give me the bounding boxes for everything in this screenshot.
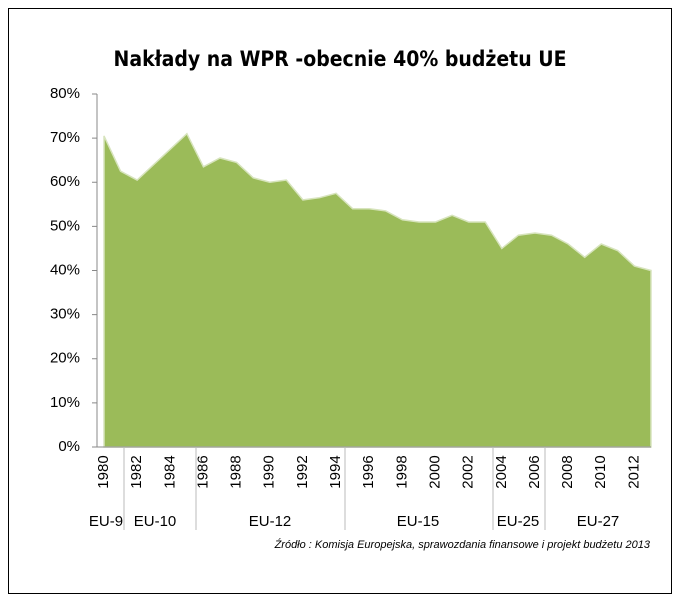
x-tick-label: 2012	[625, 455, 642, 488]
frame	[8, 8, 672, 594]
x-tick-label: 1984	[161, 455, 178, 488]
x-tick-label: 1982	[128, 455, 145, 488]
y-tick-label: 40%	[50, 261, 80, 278]
y-tick-label: 30%	[50, 306, 80, 323]
x-tick-label: 2006	[526, 455, 543, 488]
group-label: EU-9	[89, 513, 123, 530]
group-label: EU-12	[249, 513, 292, 530]
group-label: EU-15	[397, 513, 440, 530]
x-tick-label: 1988	[228, 455, 245, 488]
y-tick-label: 0%	[58, 438, 80, 455]
x-tick-label: 2000	[426, 455, 443, 488]
y-tick-label: 60%	[50, 173, 80, 190]
chart-title: Nakłady na WPR -obecnie 40% budżetu UE	[114, 47, 567, 71]
x-tick-label: 2010	[592, 455, 609, 488]
x-tick-label: 1994	[327, 455, 344, 488]
x-tick-label: 2008	[559, 455, 576, 488]
x-tick-label: 1998	[393, 455, 410, 488]
group-label: EU-27	[577, 513, 620, 530]
area	[103, 132, 652, 448]
group-label: EU-25	[497, 513, 540, 530]
y-tick-label: 70%	[50, 129, 80, 146]
source-note: Źródło : Komisja Europejska, sprawozdani…	[274, 538, 651, 551]
group-label: EU-10	[134, 513, 177, 530]
x-tick-label: 2004	[493, 455, 510, 488]
x-tick-label: 1996	[360, 455, 377, 488]
y-tick-label: 50%	[50, 217, 80, 234]
y-tick-label: 80%	[50, 85, 80, 102]
x-tick-label: 1986	[194, 455, 211, 488]
x-tick-label: 1992	[294, 455, 311, 488]
x-tick-label: 1990	[261, 455, 278, 488]
y-tick-label: 10%	[50, 394, 80, 411]
x-tick-label: 1980	[95, 455, 112, 488]
y-tick-label: 20%	[50, 350, 80, 367]
x-tick-label: 2002	[460, 455, 477, 488]
